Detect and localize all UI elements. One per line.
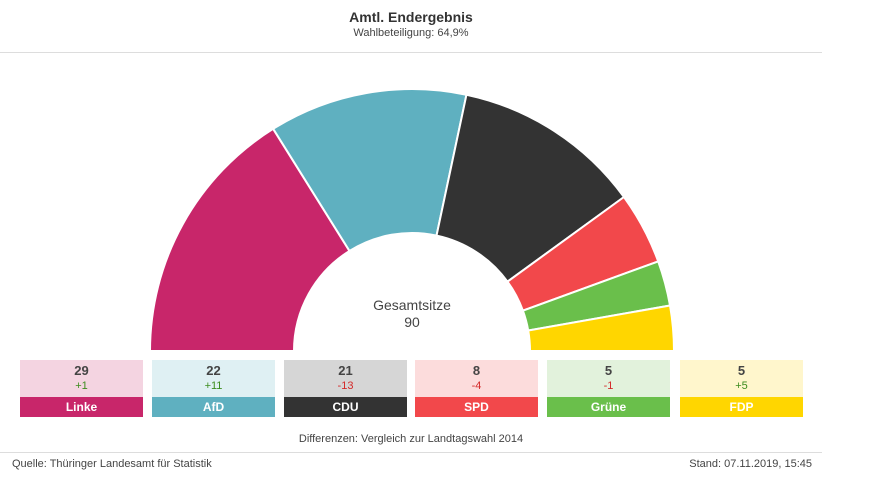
- seat-distribution-chart: [148, 88, 676, 352]
- party-name-grne: Grüne: [547, 397, 670, 417]
- party-seats-afd: 22: [206, 363, 221, 378]
- total-seats-value: 90: [404, 314, 420, 330]
- party-seats-grne: 5: [604, 363, 613, 378]
- chart-container: Amtl. Endergebnis Wahlbeteiligung: 64,9%…: [0, 8, 822, 470]
- party-diff-cdu: -13: [337, 380, 354, 392]
- party-box-fdp: 5 +5 FDP: [680, 360, 803, 417]
- party-name-spd: SPD: [415, 397, 538, 417]
- chart-title: Amtl. Endergebnis: [349, 9, 473, 25]
- party-box-spd: 8 -4 SPD: [415, 360, 538, 417]
- seat-segment-linke: [148, 127, 351, 352]
- party-name-cdu: CDU: [284, 397, 407, 417]
- party-diff-spd: -4: [471, 380, 482, 392]
- party-box-afd: 22 +11 AfD: [152, 360, 275, 417]
- party-diff-grne: -1: [603, 380, 614, 392]
- source-text: Quelle: Thüringer Landesamt für Statisti…: [12, 458, 212, 470]
- party-name-afd: AfD: [152, 397, 275, 417]
- party-box-grne: 5 -1 Grüne: [547, 360, 670, 417]
- timestamp-text: Stand: 07.11.2019, 15:45: [689, 458, 812, 470]
- total-seats-label: Gesamtsitze 90: [312, 297, 512, 331]
- chart-header: Amtl. Endergebnis Wahlbeteiligung: 64,9%: [0, 8, 822, 40]
- party-diff-afd: +11: [204, 380, 223, 392]
- party-name-fdp: FDP: [680, 397, 803, 417]
- party-diff-linke: +1: [75, 380, 88, 392]
- seat-segment-fdp: [527, 304, 676, 352]
- chart-subtitle: Wahlbeteiligung: 64,9%: [353, 27, 469, 39]
- party-box-cdu: 21 -13 CDU: [284, 360, 407, 417]
- party-seats-spd: 8: [472, 363, 481, 378]
- party-box-linke: 29 +1 Linke: [20, 360, 143, 417]
- party-seats-cdu: 21: [338, 363, 353, 378]
- party-diff-fdp: +5: [735, 380, 748, 392]
- comparison-note: Differenzen: Vergleich zur Landtagswahl …: [298, 433, 524, 445]
- party-seats-linke: 29: [74, 363, 89, 378]
- footer-divider: [0, 452, 822, 453]
- total-seats-caption: Gesamtsitze: [373, 297, 451, 313]
- seat-segment-cdu: [435, 93, 626, 284]
- party-seats-fdp: 5: [737, 363, 746, 378]
- header-divider: [0, 52, 822, 53]
- party-name-linke: Linke: [20, 397, 143, 417]
